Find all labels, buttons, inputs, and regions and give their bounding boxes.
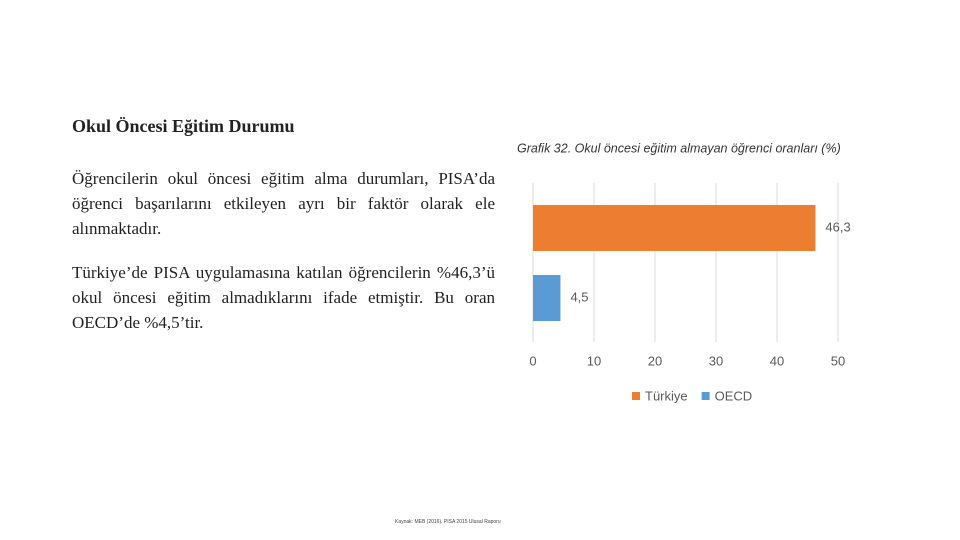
legend-label: OECD <box>715 388 753 403</box>
legend-swatch <box>632 392 640 400</box>
bar <box>533 205 816 251</box>
value-label: 46,3 <box>825 219 850 234</box>
x-tick-label: 50 <box>831 353 845 368</box>
x-tick-label: 30 <box>709 353 723 368</box>
x-tick-label: 40 <box>770 353 784 368</box>
footer: Kaynak: MEB (2016). PISA 2015 Ulusal Rap… <box>395 519 501 525</box>
chart-title: Grafik 32. Okul öncesi eğitim almayan öğ… <box>517 141 841 155</box>
x-tick-label: 0 <box>529 353 536 368</box>
legend-label: Türkiye <box>645 388 688 403</box>
x-tick-label: 10 <box>587 353 601 368</box>
value-label: 4,5 <box>570 289 588 304</box>
legend-swatch <box>701 392 710 400</box>
bar <box>533 275 561 321</box>
paragraph: Öğrencilerin okul öncesi eğitim alma dur… <box>72 169 495 238</box>
paragraph: Türkiye’de PISA uygulamasına katılan öğr… <box>72 263 495 332</box>
x-tick-label: 20 <box>648 353 662 368</box>
slide-title: Okul Öncesi Eğitim Durumu <box>72 116 295 136</box>
